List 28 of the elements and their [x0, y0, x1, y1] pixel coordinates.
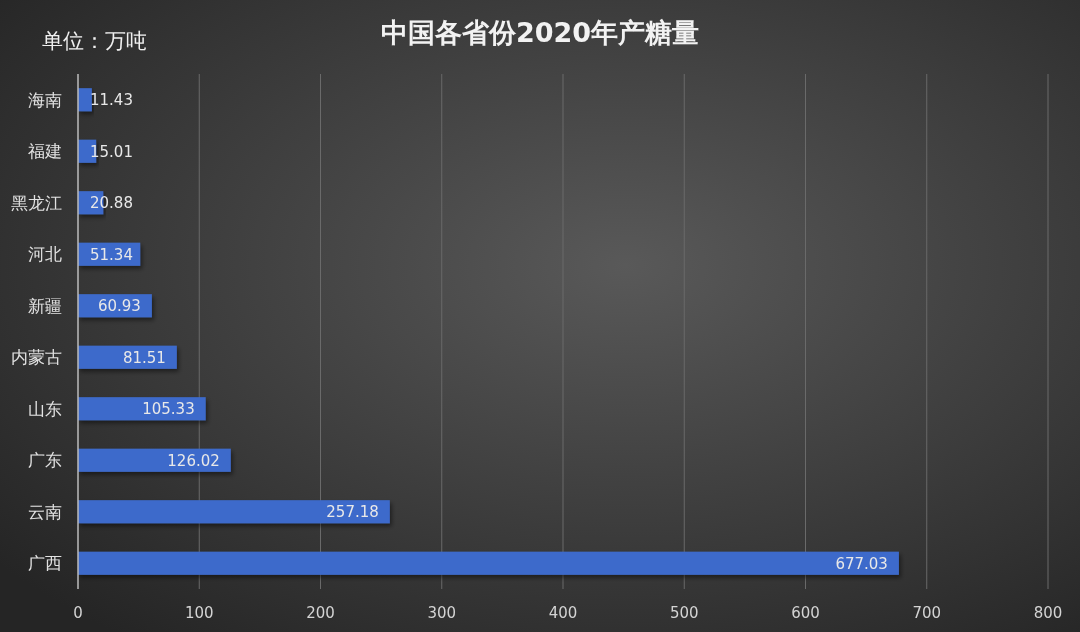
x-tick-label: 700 [912, 604, 942, 622]
x-tick-label: 800 [1033, 604, 1063, 622]
data-label: 81.51 [122, 348, 166, 367]
y-tick-label: 新疆 [28, 295, 62, 316]
data-label: 257.18 [326, 503, 379, 522]
y-tick-label: 广东 [28, 450, 62, 471]
data-label: 60.93 [97, 297, 141, 316]
chart-title: 中国各省份2020年产糖量 [380, 17, 700, 48]
y-tick-label: 广西 [28, 553, 62, 574]
x-tick-label: 600 [791, 604, 820, 622]
x-tick-label: 100 [184, 604, 214, 622]
text: 单位：万吨 [42, 29, 147, 53]
x-tick-label: 500 [669, 604, 699, 622]
y-tick-label: 海南 [28, 89, 62, 110]
y-tick-label: 福建 [28, 141, 62, 162]
x-tick-label: 400 [548, 604, 578, 622]
y-tick-label: 云南 [28, 501, 62, 522]
y-tick-label: 内蒙古 [11, 347, 62, 368]
x-tick-label: 300 [427, 604, 457, 622]
data-label: 677.03 [835, 554, 888, 573]
x-tick-label: 0 [73, 604, 83, 622]
data-label: 126.02 [167, 451, 220, 470]
data-label: 105.33 [142, 400, 195, 419]
x-tick-label: 200 [306, 604, 335, 622]
y-tick-label: 河北 [28, 244, 62, 265]
data-label: 51.34 [90, 245, 133, 264]
y-tick-label: 山东 [28, 398, 62, 419]
y-tick-label: 黑龙江 [11, 192, 62, 213]
